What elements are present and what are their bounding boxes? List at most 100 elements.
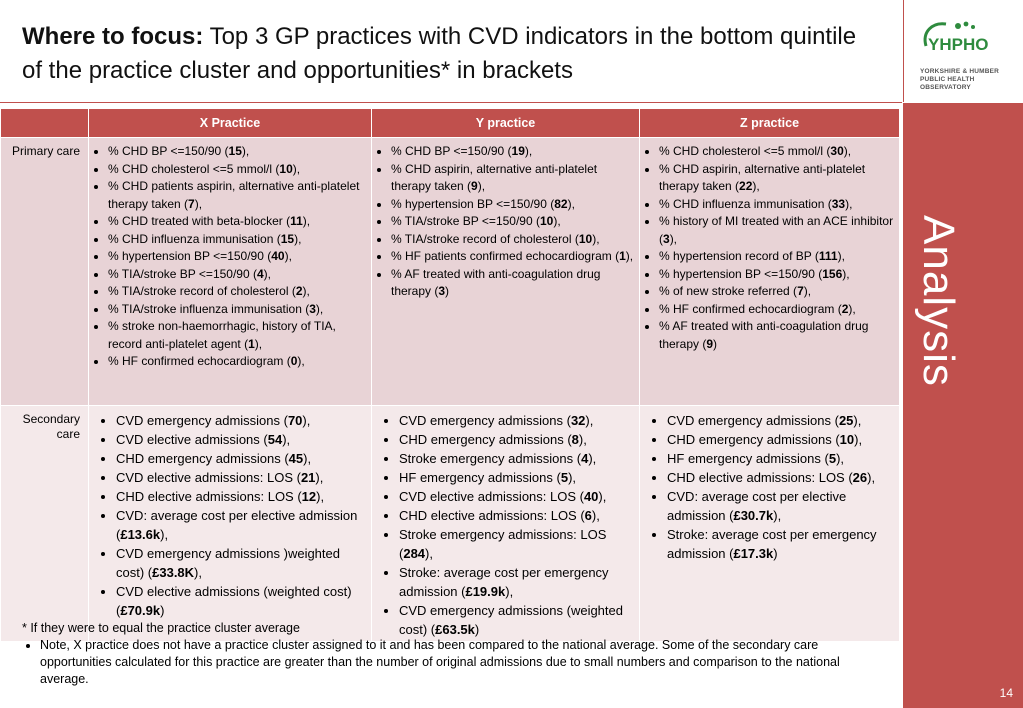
slide-title: Where to focus: Top 3 GP practices with … [22,20,882,88]
footnotes: * If they were to equal the practice clu… [22,620,892,688]
indicator-suffix: ), [302,214,311,228]
list-item: % CHD cholesterol <=5 mmol/l (10), [108,161,366,179]
list-item: % HF confirmed echocardiogram (0), [108,353,366,371]
list-item: Stroke: average cost per emergency admis… [399,563,634,601]
cell-z-primary: % CHD cholesterol <=5 mmol/l (30),% CHD … [639,137,900,406]
indicator-suffix: ), [302,284,310,298]
indicator-suffix: ), [773,508,782,523]
indicator-text: % history of MI treated with an ACE inhi… [659,214,894,246]
list-item: CVD emergency admissions (25), [667,411,894,430]
indicator-suffix: ), [315,470,324,485]
indicator-suffix: ), [803,284,812,298]
indicator-text: CVD: average cost per elective admission… [667,489,847,523]
indicator-suffix: ), [254,336,263,351]
header-y-practice: Y practice [371,108,640,138]
indicator-text: Stroke emergency admissions: LOS ( [399,527,607,561]
opportunity-value: 21 [300,470,316,485]
opportunity-value: £33.8K [152,565,195,580]
table-row-secondary-care: Secondary care CVD emergency admissions … [0,405,900,642]
list-item: % CHD cholesterol <=5 mmol/l (30), [659,143,894,161]
indicator-text: % HF patients confirmed echocardiogram ( [391,249,620,263]
list-item: CVD elective admissions (weighted cost) … [116,582,366,620]
opportunity-value: 10 [839,432,855,447]
indicator-list: % CHD BP <=150/90 (19),% CHD aspirin, al… [373,143,638,301]
indicator-text: CVD emergency admissions ( [399,413,571,428]
list-item: Stroke emergency admissions: LOS (284), [399,525,634,563]
opportunity-value: 3 [438,284,446,298]
indicator-text: CVD emergency admissions )weighted cost)… [116,546,340,580]
opportunity-value: 111 [818,249,838,263]
opportunity-value: 4 [581,451,589,466]
indicator-suffix: ), [263,266,272,281]
list-item: % TIA/stroke record of cholesterol (10), [391,231,634,249]
indicator-suffix: ), [578,432,587,447]
list-item: Stroke: average cost per emergency admis… [667,525,894,563]
indicator-suffix: ), [302,413,311,428]
opportunity-value: 19 [511,144,525,158]
list-item: % stroke non-haemorrhagic, history of TI… [108,318,366,353]
list-item: % of new stroke referred (7), [659,283,894,301]
indicator-text: % TIA/stroke record of cholesterol ( [391,231,579,246]
list-item: % AF treated with anti-coagulation drug … [659,318,894,353]
indicator-suffix: ), [282,432,291,447]
section-sidebar: Analysis 14 [903,103,1023,708]
list-item: % HF patients confirmed echocardiogram (… [391,248,634,266]
indicator-suffix: ), [585,413,594,428]
list-item: % TIA/stroke BP <=150/90 (10), [391,213,634,231]
list-item: CVD: average cost per elective admission… [116,506,366,544]
opportunity-value: 3 [663,231,670,246]
list-item: % hypertension BP <=150/90 (40), [108,248,366,266]
indicator-text: CVD emergency admissions (weighted cost)… [399,603,623,637]
indicator-suffix: ), [194,565,202,580]
list-item: % TIA/stroke BP <=150/90 (4), [108,266,366,284]
list-item: CHD elective admissions: LOS (26), [667,468,894,487]
indicator-suffix: ) [474,622,480,637]
section-title: Analysis [914,215,963,387]
indicator-text: % HF confirmed echocardiogram ( [108,354,291,368]
opportunity-value: 2 [295,284,303,298]
indicator-text: % hypertension BP <=150/90 ( [391,196,555,211]
list-item: HF emergency admissions (5), [399,468,634,487]
indicator-suffix: ), [842,266,850,281]
list-item: % CHD influenza immunisation (33), [659,196,894,214]
list-item: CVD emergency admissions (70), [116,411,366,430]
indicator-text: % TIA/stroke BP <=150/90 ( [108,266,257,281]
indicator-text: CVD elective admissions: LOS ( [399,489,584,504]
page-number: 14 [999,686,1013,700]
indicator-text: % CHD aspirin, alternative anti-platelet… [391,161,598,194]
indicator-suffix: ), [524,144,533,158]
opportunity-value: £70.9k [120,603,161,618]
opportunity-value: 7 [188,196,195,211]
opportunity-value: 45 [288,451,304,466]
opportunity-value: 10 [578,231,593,246]
indicator-suffix: ), [316,489,325,504]
indicator-list: CVD emergency admissions (32),CHD emerge… [373,411,638,639]
opportunity-value: £19.9k [465,584,506,599]
cell-x-primary: % CHD BP <=150/90 (15),% CHD cholesterol… [88,137,372,406]
indicator-text: % CHD cholesterol <=5 mmol/l ( [659,144,831,158]
indicator-text: % AF treated with anti-coagulation drug … [391,266,601,299]
indicator-suffix: ) [445,284,450,298]
indicator-text: % HF confirmed echocardiogram ( [659,301,842,316]
list-item: % AF treated with anti-coagulation drug … [391,266,634,301]
indicator-suffix: ), [854,432,863,447]
footnote-bullet: Note, X practice does not have a practic… [40,637,888,688]
opportunity-value: 15 [280,231,295,246]
opportunity-value: £17.3k [733,546,774,561]
focus-table: X Practice Y practice Z practice Primary… [0,108,900,642]
indicator-text: CHD elective admissions: LOS ( [399,508,585,523]
indicator-suffix: ), [598,489,607,504]
opportunity-value: 32 [570,413,586,428]
footnote-asterisk: * If they were to equal the practice clu… [22,621,300,635]
header-x-practice: X Practice [88,108,372,138]
opportunity-value: 40 [271,249,285,263]
header-z-practice: Z practice [639,108,900,138]
opportunity-value: 12 [301,489,317,504]
indicator-suffix: ), [241,144,250,158]
opportunity-value: 54 [267,432,283,447]
list-item: CHD elective admissions: LOS (12), [116,487,366,506]
title-rest: Top 3 GP practices with CVD indicators i… [22,23,857,84]
indicator-text: HF emergency admissions ( [399,470,561,485]
indicator-text: % TIA/stroke influenza immunisation ( [108,301,310,316]
opportunity-value: £30.7k [733,508,774,523]
